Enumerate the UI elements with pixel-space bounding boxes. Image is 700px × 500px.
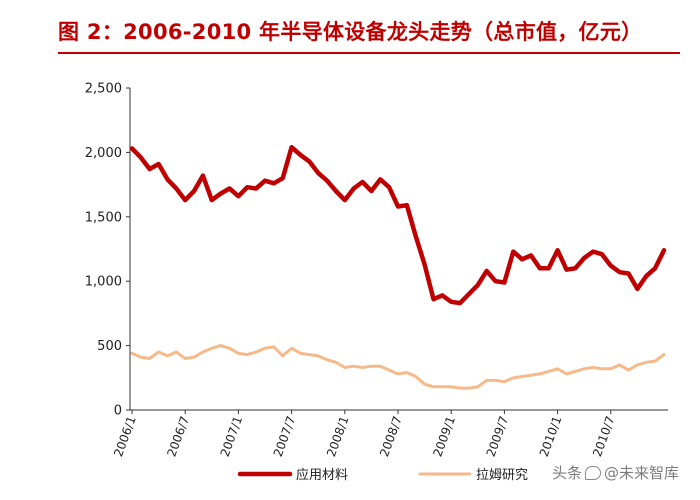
axes <box>129 88 668 411</box>
x-tick-label: 2006/1 <box>111 414 139 458</box>
y-tick-label: 1,000 <box>85 275 122 290</box>
x-tick-label: 2008/1 <box>324 414 352 458</box>
y-tick-label: 2,500 <box>85 82 122 97</box>
y-tick-label: 500 <box>97 339 122 354</box>
x-tick-label: 2010/7 <box>590 414 618 458</box>
series-line-1 <box>129 144 667 306</box>
x-tick-label: 2009/1 <box>430 414 458 458</box>
y-tick-label: 1,500 <box>85 210 122 225</box>
legend-label-1: 应用材料 <box>296 467 348 483</box>
x-axis-ticks: 2006/1 2006/7 2007/1 2007/7 2008/1 2008/7 2009… <box>111 410 618 459</box>
watermark-handle: @未来智库 <box>604 464 680 482</box>
legend-label-2: 拉姆研究 <box>476 468 528 483</box>
y-tick-label: 0 <box>114 404 122 419</box>
y-tick-label: 2,000 <box>85 146 122 161</box>
x-tick-label: 2006/7 <box>164 414 192 458</box>
title-underline <box>58 52 680 54</box>
legend: 应用材料 拉姆研究 <box>237 467 528 483</box>
x-tick-label: 2007/1 <box>218 414 246 458</box>
y-axis-ticks: 0 500 1,000 1,500 2,000 2,500 <box>85 82 130 419</box>
series-line-2 <box>130 344 666 390</box>
series-lines <box>129 144 667 390</box>
chart-title: 图 2：2006-2010 年半导体设备龙头走势（总市值，亿元） <box>58 20 643 44</box>
x-tick-label: 2007/7 <box>271 414 299 458</box>
x-tick-label: 2010/1 <box>537 414 565 458</box>
watermark-prefix: 头条 <box>552 464 583 482</box>
chat-bubble-icon <box>585 466 602 480</box>
x-tick-label: 2008/7 <box>377 414 405 458</box>
watermark: 头条 @未来智库 <box>552 462 679 483</box>
x-tick-label: 2009/7 <box>484 414 512 458</box>
